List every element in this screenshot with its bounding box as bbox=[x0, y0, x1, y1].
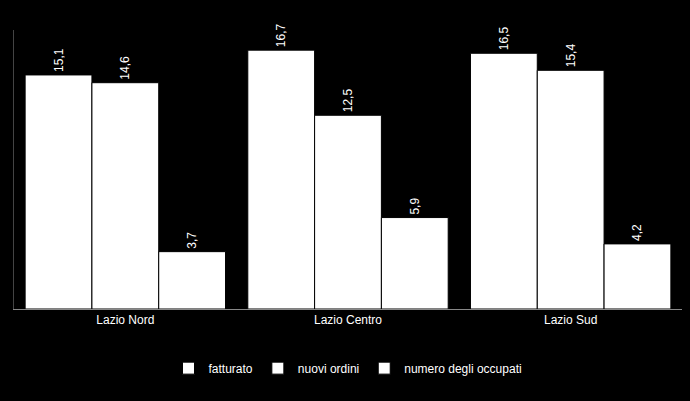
svg-text:3,7: 3,7 bbox=[185, 232, 199, 249]
svg-text:15,4: 15,4 bbox=[564, 44, 578, 68]
svg-text:16,7: 16,7 bbox=[274, 23, 288, 47]
svg-text:4,2: 4,2 bbox=[630, 224, 644, 241]
svg-text:5,9: 5,9 bbox=[408, 198, 422, 215]
svg-text:12,5: 12,5 bbox=[341, 89, 355, 113]
svg-text:Lazio Centro: Lazio Centro bbox=[314, 313, 382, 327]
svg-text:fatturato: fatturato bbox=[209, 362, 253, 376]
svg-text:16,5: 16,5 bbox=[497, 27, 511, 51]
svg-text:14,6: 14,6 bbox=[118, 56, 132, 80]
svg-text:numero degli occupati: numero degli occupati bbox=[404, 362, 521, 376]
svg-text:nuovi ordini: nuovi ordini bbox=[298, 362, 359, 376]
svg-text:Lazio Nord: Lazio Nord bbox=[96, 313, 154, 327]
svg-text:15,1: 15,1 bbox=[52, 48, 66, 72]
svg-text:Lazio Sud: Lazio Sud bbox=[544, 313, 597, 327]
